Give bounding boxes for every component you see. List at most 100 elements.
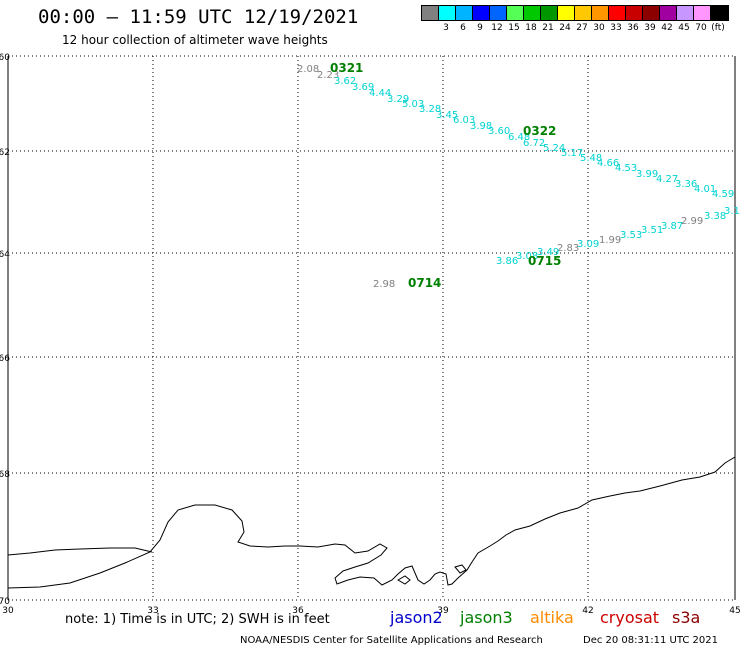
longitude-label: 42 bbox=[582, 606, 593, 616]
pass-time-label: 0714 bbox=[408, 276, 441, 290]
coastline bbox=[7, 456, 736, 589]
legend-unit: (ft) bbox=[711, 23, 725, 33]
legend-swatch bbox=[422, 6, 439, 20]
pass-time-labels: 0321 0322 0715 0714 bbox=[330, 61, 561, 290]
legend-swatch bbox=[575, 6, 592, 20]
legend-swatch bbox=[507, 6, 524, 20]
legend-label: 3 bbox=[443, 23, 449, 33]
wave-height-value: 2.23 bbox=[317, 70, 339, 81]
wave-height-value: 4.27 bbox=[656, 174, 678, 185]
wave-height-value: 2.08 bbox=[297, 64, 319, 75]
legend-swatch bbox=[490, 6, 507, 20]
wave-height-value: 2.83 bbox=[557, 243, 579, 254]
legend-swatch bbox=[558, 6, 575, 20]
legend-label: 33 bbox=[610, 23, 622, 33]
wave-height-value: 6.72 bbox=[523, 138, 545, 149]
legend-label: 12 bbox=[491, 23, 503, 33]
wave-height-value: 3.98 bbox=[470, 121, 492, 132]
wave-height-value: 3.62 bbox=[334, 76, 356, 87]
wave-height-value: 4.44 bbox=[369, 88, 391, 99]
legend-swatch bbox=[609, 6, 626, 20]
generated-timestamp: Dec 20 08:31:11 UTC 2021 bbox=[583, 635, 718, 646]
latitude-label: -64 bbox=[0, 250, 10, 260]
wave-height-value: 6.03 bbox=[453, 115, 475, 126]
wave-height-value: 3.51 bbox=[641, 225, 663, 236]
legend-swatch bbox=[694, 6, 711, 20]
wave-height-value: 4.59 bbox=[712, 189, 734, 200]
mission-label-cryosat: cryosat bbox=[600, 608, 660, 627]
legend-swatch bbox=[592, 6, 609, 20]
legend-swatch bbox=[626, 6, 643, 20]
wave-height-value: 3.60 bbox=[488, 126, 510, 137]
legend-label: 45 bbox=[678, 23, 690, 33]
pass-time-label: 0321 bbox=[330, 61, 363, 75]
footnote: note: 1) Time is in UTC; 2) SWH is in fe… bbox=[65, 612, 330, 627]
legend-label: 21 bbox=[542, 23, 554, 33]
legend-label: 30 bbox=[593, 23, 605, 33]
mission-label-jason3: jason3 bbox=[460, 608, 513, 627]
legend-label: 27 bbox=[576, 23, 588, 33]
legend-swatch bbox=[541, 6, 558, 20]
wave-height-labels: 2.082.233.623.694.443.295.033.283.456.03… bbox=[297, 64, 740, 290]
legend-label: 6 bbox=[460, 23, 466, 33]
latitude-label: -62 bbox=[0, 148, 10, 158]
legend-swatch bbox=[711, 6, 728, 20]
legend-labels: 3 6 9 12 15 18 21 24 27 30 33 36 39 42 45 70 (ft) bbox=[421, 21, 729, 33]
wave-height-value: 3.45 bbox=[436, 110, 458, 121]
wave-height-value: 3.87 bbox=[661, 221, 683, 232]
wave-height-value: 2.98 bbox=[373, 279, 395, 290]
page-subtitle: 12 hour collection of altimeter wave hei… bbox=[62, 33, 328, 47]
legend-swatch bbox=[643, 6, 660, 20]
pass-time-label: 0322 bbox=[523, 124, 556, 138]
legend-swatch bbox=[524, 6, 541, 20]
wave-height-value: 4.01 bbox=[694, 184, 716, 195]
legend-label: 70 bbox=[695, 23, 707, 33]
longitude-label: 33 bbox=[147, 606, 158, 616]
legend-swatch bbox=[677, 6, 694, 20]
wave-height-value: 3.29 bbox=[387, 94, 409, 105]
wave-height-value: 3.69 bbox=[352, 82, 374, 93]
longitude-label: 45 bbox=[729, 606, 740, 616]
legend-label: 15 bbox=[508, 23, 520, 33]
legend-swatches bbox=[421, 5, 729, 21]
wave-height-value: 3.38 bbox=[704, 211, 726, 222]
page-title: 00:00 – 11:59 UTC 12/19/2021 bbox=[38, 6, 359, 28]
wave-height-value: 3.99 bbox=[636, 169, 658, 180]
wave-height-value: 5.24 bbox=[543, 143, 565, 154]
latitude-label: -60 bbox=[0, 53, 10, 63]
legend-swatch bbox=[439, 6, 456, 20]
legend-label: 9 bbox=[477, 23, 483, 33]
wave-height-value: 5.17 bbox=[561, 148, 583, 159]
wave-height-value: 5.03 bbox=[402, 99, 424, 110]
wave-height-value: 1.99 bbox=[599, 235, 621, 246]
latitude-label: -70 bbox=[0, 597, 10, 607]
legend-label: 36 bbox=[627, 23, 639, 33]
map-frame bbox=[7, 56, 736, 600]
legend-label: 18 bbox=[525, 23, 537, 33]
wave-height-value: 3.09 bbox=[577, 239, 599, 250]
wave-height-value: 3.08 bbox=[516, 251, 538, 262]
wave-height-value: 4.66 bbox=[597, 158, 619, 169]
wave-height-value: 3.53 bbox=[620, 230, 642, 241]
wave-height-value: 3.86 bbox=[496, 256, 518, 267]
latitude-label: -68 bbox=[0, 470, 10, 480]
longitude-label: 30 bbox=[2, 606, 14, 616]
pass-time-label: 0715 bbox=[528, 254, 561, 268]
legend-swatch bbox=[660, 6, 677, 20]
legend-swatch bbox=[456, 6, 473, 20]
wave-height-value: 5.48 bbox=[580, 153, 602, 164]
longitude-label: 39 bbox=[437, 606, 449, 616]
wave-height-value: 3.36 bbox=[675, 179, 697, 190]
credit-text: NOAA/NESDIS Center for Satellite Applica… bbox=[240, 635, 543, 646]
mission-label-s3a: s3a bbox=[672, 608, 701, 627]
color-legend: 3 6 9 12 15 18 21 24 27 30 33 36 39 42 45 70 (ft) bbox=[421, 5, 729, 33]
longitude-label: 36 bbox=[292, 606, 304, 616]
wave-height-value: 3.28 bbox=[419, 104, 441, 115]
graticule bbox=[8, 55, 735, 601]
mission-label-jason2: jason2 bbox=[390, 608, 443, 627]
wave-height-value: 6.48 bbox=[508, 132, 530, 143]
legend-swatch bbox=[473, 6, 490, 20]
latitude-label: -66 bbox=[0, 354, 10, 364]
